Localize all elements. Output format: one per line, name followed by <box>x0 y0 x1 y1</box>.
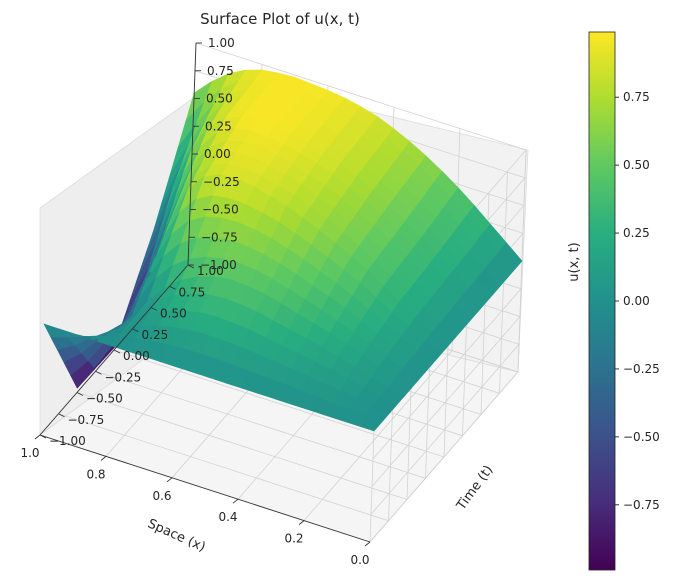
y-tick-mark-7 <box>169 285 176 290</box>
chart-title: Surface Plot of u(x, t) <box>200 10 360 28</box>
x-tick-label-3: 0.6 <box>152 489 171 503</box>
x-axis-label: Space (x) <box>145 516 207 555</box>
surface-mesh <box>43 69 523 432</box>
colorbar: −0.75 −0.50 −0.25 0.00 0.25 0.50 0.75 <box>588 31 660 571</box>
z-axis-ticks: −1.00 −0.75 −0.50 −0.25 0.00 0.25 0.50 0.75 1.00 <box>188 36 240 272</box>
y-tick-mark-3 <box>95 370 102 375</box>
x-axis-ticks: 0.0 0.2 0.4 0.6 0.8 1.0 <box>20 434 371 567</box>
y-tick-label-0: −1.00 <box>49 434 86 448</box>
y-axis-label: Time (t) <box>453 463 496 514</box>
x-tick-label-0: 0.0 <box>350 553 369 567</box>
x-tick-label-4: 0.8 <box>86 467 105 481</box>
colorbar-ticks: −0.75 −0.50 −0.25 0.00 0.25 0.50 0.75 <box>615 90 660 512</box>
colorbar-tick-label-4: 0.25 <box>623 226 650 240</box>
colorbar-gradient <box>589 32 615 570</box>
y-tick-mark-8 <box>187 264 195 269</box>
y-tick-mark-1 <box>58 413 65 418</box>
y-tick-label-4: 0.00 <box>123 349 150 363</box>
x-axis-line <box>39 434 371 543</box>
y-tick-label-8: 1.00 <box>197 264 224 278</box>
z-tick-label-4: 0.00 <box>204 147 231 161</box>
y-tick-label-2: −0.50 <box>86 392 123 406</box>
x-tick-mark-1 <box>298 520 305 525</box>
z-tick-label-7: 0.75 <box>207 64 234 78</box>
x-tick-mark-0 <box>364 541 371 547</box>
y-tick-label-5: 0.25 <box>142 328 169 342</box>
y-axis-ticks: −1.00 −0.75 −0.50 −0.25 0.00 0.25 0.50 0.75 1.00 <box>39 264 224 448</box>
colorbar-tick-label-3: 0.00 <box>623 294 650 308</box>
y-tick-mark-4 <box>113 349 121 354</box>
z-tick-label-1: −0.75 <box>201 230 238 244</box>
colorbar-tick-label-1: −0.50 <box>623 430 660 444</box>
z-tick-label-5: 0.25 <box>205 119 232 133</box>
z-tick-label-6: 0.50 <box>206 92 233 106</box>
y-tick-mark-2 <box>76 392 84 396</box>
y-tick-mark-5 <box>132 328 139 333</box>
y-tick-label-7: 0.75 <box>179 285 206 299</box>
y-tick-label-1: −0.75 <box>68 413 105 427</box>
y-tick-mark-6 <box>150 307 158 311</box>
z-tick-label-0: −1.00 <box>200 258 237 272</box>
y-tick-label-3: −0.25 <box>105 370 142 384</box>
z-tick-label-3: −0.25 <box>203 175 240 189</box>
x-tick-mark-5 <box>34 434 41 440</box>
x-tick-label-5: 1.0 <box>20 446 39 460</box>
colorbar-tick-label-5: 0.50 <box>623 158 650 172</box>
surface-patch-19-0 <box>43 323 68 338</box>
colorbar-tick-label-6: 0.75 <box>623 90 650 104</box>
x-tick-label-1: 0.2 <box>284 532 303 546</box>
x-tick-mark-3 <box>166 477 173 483</box>
z-axis-label: u(x, t) <box>567 242 582 281</box>
colorbar-tick-label-2: −0.25 <box>623 362 660 376</box>
x-tick-mark-2 <box>232 498 239 504</box>
colorbar-tick-label-0: −0.75 <box>623 498 660 512</box>
z-tick-label-2: −0.50 <box>202 203 239 217</box>
x-tick-mark-4 <box>100 456 107 461</box>
axes-3d: 0.0 0.2 0.4 0.6 0.8 1.0 −1.00 −0.75 −0.50 −0.25 0… <box>20 36 529 567</box>
y-tick-mark-0 <box>39 434 47 439</box>
z-tick-label-8: 1.00 <box>208 36 235 50</box>
y-tick-label-6: 0.50 <box>160 307 187 321</box>
x-tick-label-2: 0.4 <box>218 510 237 524</box>
